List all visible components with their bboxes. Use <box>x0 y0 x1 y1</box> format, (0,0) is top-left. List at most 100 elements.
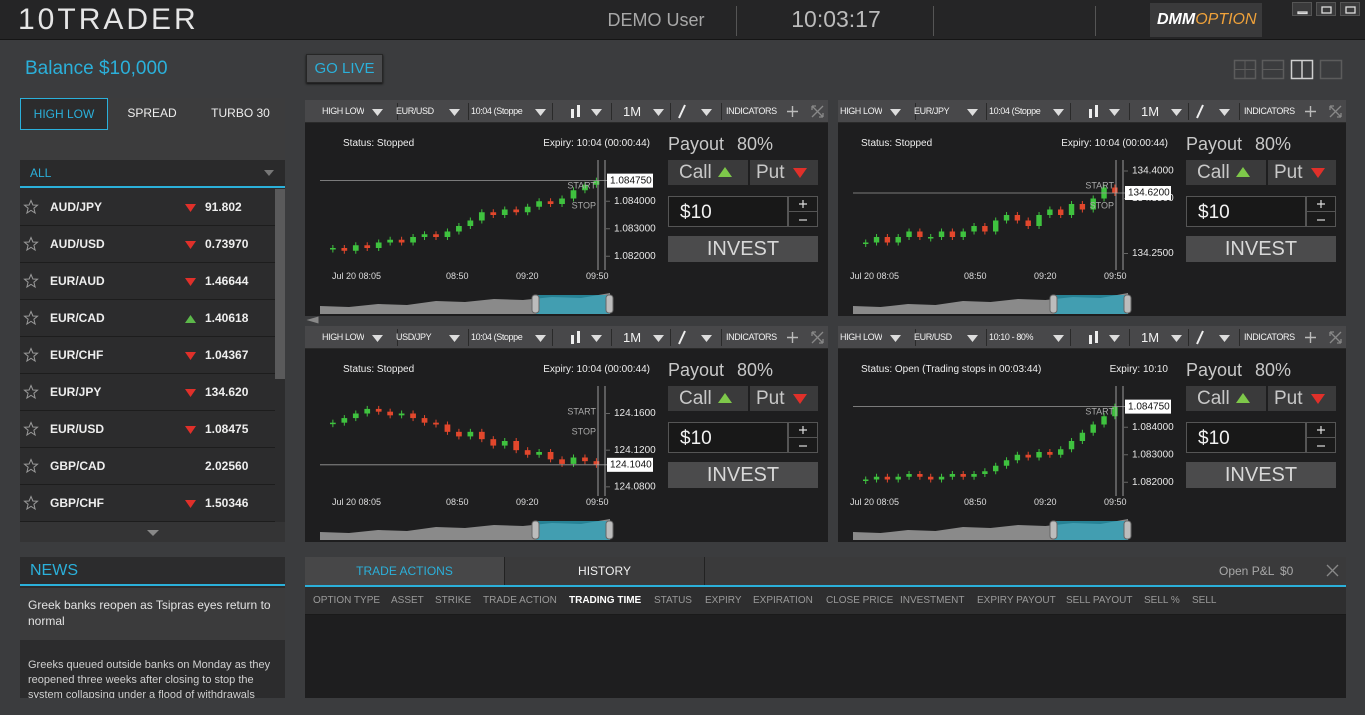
candle-body <box>1079 432 1086 441</box>
market-row[interactable]: AUD/USD 0.73970 <box>20 226 275 263</box>
toolbar-type[interactable]: HIGH LOW <box>840 106 882 116</box>
star-shape <box>23 347 39 363</box>
candle-body <box>1014 215 1021 221</box>
price-direction <box>185 352 196 360</box>
market-filter[interactable]: ALL <box>20 160 285 188</box>
time-label: 09:50 <box>586 271 609 281</box>
column-header[interactable]: SELL PAYOUT <box>1066 595 1133 606</box>
toolbar-expiry[interactable]: 10:04 (Stoppe <box>471 106 523 116</box>
toolbar-pair[interactable]: EUR/USD <box>914 332 952 342</box>
dropdown-arrow <box>701 109 712 116</box>
invest-button[interactable]: INVEST <box>1186 236 1336 262</box>
increase-icon <box>799 200 807 208</box>
invest-button[interactable]: INVEST <box>668 462 818 488</box>
column-header[interactable]: OPTION TYPE <box>313 595 381 606</box>
candle-body <box>398 239 405 243</box>
toolbar-indicators[interactable]: INDICATORS <box>1244 332 1295 342</box>
market-row[interactable]: EUR/JPY 134.620 <box>20 374 275 411</box>
draw-icon <box>1196 330 1204 345</box>
candle-body <box>928 476 934 480</box>
price-tick-label: 1.082000 <box>1132 477 1174 488</box>
toolbar-expiry[interactable]: 10:04 (Stoppe <box>471 332 523 342</box>
amount-input[interactable]: $10 <box>1186 422 1306 453</box>
restore-button[interactable] <box>1316 2 1336 16</box>
column-header[interactable]: STRIKE <box>435 595 472 606</box>
toolbar-timeframe[interactable]: 1M <box>623 104 642 119</box>
toolbar-expiry[interactable]: 10:04 (Stoppe <box>989 106 1041 116</box>
column-header[interactable]: SELL % <box>1144 595 1180 606</box>
column-header[interactable]: TRADING TIME <box>569 595 642 606</box>
scroll-down <box>147 530 159 536</box>
toolbar-indicators[interactable]: INDICATORS <box>1244 106 1295 116</box>
market-row[interactable]: EUR/USD 1.08475 <box>20 411 275 448</box>
market-row[interactable]: GBP/CHF 1.50346 <box>20 485 275 522</box>
column-header[interactable]: SELL <box>1192 595 1217 606</box>
toolbar-indicators[interactable]: INDICATORS <box>726 332 777 342</box>
column-header[interactable]: EXPIRATION <box>753 595 813 606</box>
amount-input[interactable]: $10 <box>1186 196 1306 227</box>
amount-input[interactable]: $10 <box>668 422 788 453</box>
toolbar-expiry[interactable]: 10:10 - 80% <box>989 332 1034 342</box>
period-marker: START <box>567 180 596 190</box>
toolbar-separator <box>611 103 612 120</box>
toolbar-type[interactable]: HIGH LOW <box>322 106 364 116</box>
price-chart: 1.084000 1.083000 1.082000 1.084750 START STO… <box>320 160 656 270</box>
market-tab[interactable]: TURBO 30 <box>196 98 285 130</box>
icon-shape <box>811 331 824 344</box>
toolbar-pair[interactable]: EUR/JPY <box>914 106 950 116</box>
toolbar-timeframe[interactable]: 1M <box>1141 104 1160 119</box>
toolbar-pair[interactable]: USD/JPY <box>396 332 432 342</box>
candle-body <box>971 474 977 477</box>
call-button[interactable]: Call <box>1186 160 1266 185</box>
trades-panel: TRADE ACTIONS HISTORY Open P&L $0 OPTION TYP… <box>305 557 1346 698</box>
navigator-handle <box>1123 520 1132 540</box>
put-label: Put <box>1274 162 1303 183</box>
column-header[interactable]: CLOSE PRICE <box>826 595 894 606</box>
column-header[interactable]: INVESTMENT <box>900 595 965 606</box>
market-tab[interactable]: SPREAD <box>108 98 196 130</box>
put-button[interactable]: Put <box>750 160 818 185</box>
column-header[interactable]: ASSET <box>391 595 424 606</box>
market-row[interactable]: EUR/AUD 1.46644 <box>20 263 275 300</box>
put-button[interactable]: Put <box>1268 386 1336 411</box>
amount-input[interactable]: $10 <box>668 196 788 227</box>
arrow-shape <box>306 316 319 324</box>
column-header[interactable]: EXPIRY <box>705 595 742 606</box>
trades-tab[interactable]: TRADE ACTIONS <box>305 557 505 585</box>
minimize-button[interactable] <box>1292 2 1312 16</box>
toolbar-indicators[interactable]: INDICATORS <box>726 106 777 116</box>
market-price: 1.50346 <box>205 496 249 510</box>
call-button[interactable]: Call <box>1186 386 1266 411</box>
draw-icon <box>678 330 686 345</box>
candle-body <box>1003 215 1010 221</box>
toolbar-type[interactable]: HIGH LOW <box>840 332 882 342</box>
put-button[interactable]: Put <box>1268 160 1336 185</box>
market-row[interactable]: GBP/CAD 2.02560 <box>20 448 275 485</box>
price-chart: 124.1600 124.1200 124.0800 124.1040 START STO… <box>320 386 656 496</box>
favorite-star <box>23 236 39 252</box>
put-button[interactable]: Put <box>750 386 818 411</box>
toolbar-timeframe[interactable]: 1M <box>623 330 642 345</box>
market-row[interactable]: AUD/JPY 91.802 <box>20 189 275 226</box>
close-button[interactable] <box>1340 2 1360 16</box>
call-button[interactable]: Call <box>668 386 748 411</box>
column-header[interactable]: STATUS <box>654 595 692 606</box>
column-header[interactable]: TRADE ACTION <box>483 595 557 606</box>
candle-icon <box>571 105 580 118</box>
go-live-button[interactable]: GO LIVE <box>306 54 383 83</box>
invest-button[interactable]: INVEST <box>668 236 818 262</box>
candle-body <box>982 471 988 474</box>
star-shape <box>23 310 39 326</box>
toolbar-timeframe[interactable]: 1M <box>1141 330 1160 345</box>
market-tab[interactable]: HIGH LOW <box>20 98 108 130</box>
trades-tab[interactable]: HISTORY <box>505 557 705 585</box>
market-row[interactable]: EUR/CAD 1.40618 <box>20 300 275 337</box>
collapse-panel <box>306 316 319 324</box>
toolbar-pair[interactable]: EUR/USD <box>396 106 434 116</box>
toolbar-type[interactable]: HIGH LOW <box>322 332 364 342</box>
market-row[interactable]: EUR/CHF 1.04367 <box>20 337 275 374</box>
candle-body <box>375 408 382 412</box>
invest-button[interactable]: INVEST <box>1186 462 1336 488</box>
column-header[interactable]: EXPIRY PAYOUT <box>977 595 1056 606</box>
call-button[interactable]: Call <box>668 160 748 185</box>
